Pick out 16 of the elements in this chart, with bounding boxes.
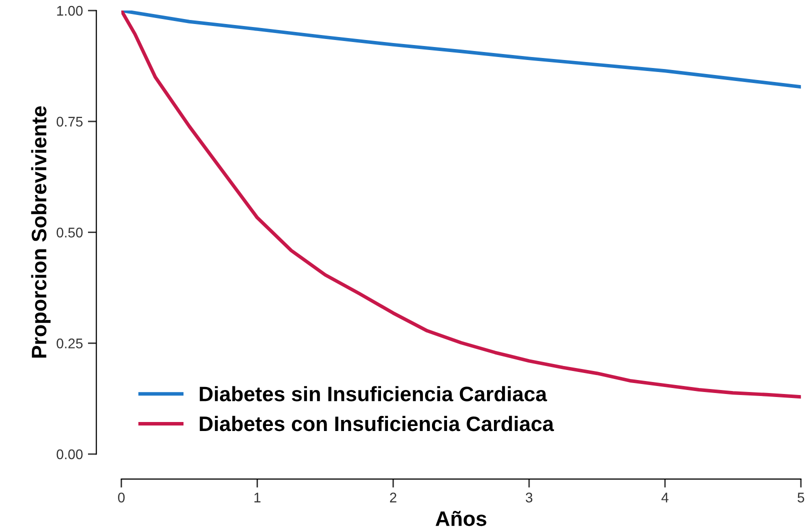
x-tick-label: 3 [526,492,532,502]
x-axis-title: Años [436,510,486,526]
x-tick-label: 1 [254,492,260,502]
x-tick-label: 4 [661,492,668,502]
y-tick-label: 0.75 [56,116,83,127]
x-tick-label: 5 [798,492,804,502]
x-tick-label: 0 [118,492,125,502]
y-axis-title: Proporcion Sobreviviente [31,106,51,358]
x-tick-label: 2 [390,492,396,502]
legend-label: Diabetes con Insuficiencia Cardiaca [200,416,554,432]
y-tick-label: 1.00 [57,6,83,16]
legend-label: Diabetes sin Insuficiencia Cardiaca [200,386,548,402]
line-series [121,10,801,89]
y-tick-label: 0.50 [56,228,83,238]
y-tick-label: 0.00 [56,449,83,460]
y-tick-label: 0.25 [56,338,83,348]
